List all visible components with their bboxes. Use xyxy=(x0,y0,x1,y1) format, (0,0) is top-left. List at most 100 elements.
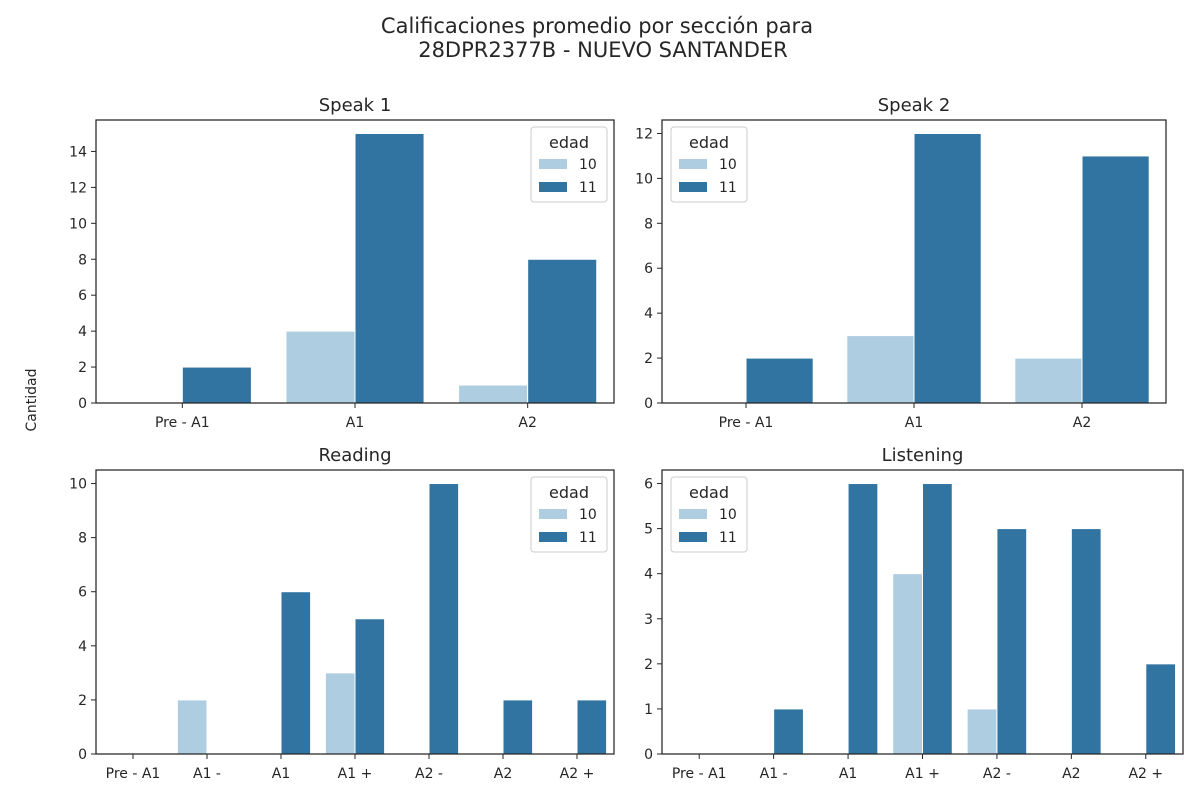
x-tick-label: A2 - xyxy=(415,766,443,782)
x-tick-label: Pre - A1 xyxy=(106,766,161,782)
legend-entry: 11 xyxy=(579,180,597,196)
y-tick-label: 2 xyxy=(644,351,653,367)
bar xyxy=(502,699,534,755)
legend-swatch xyxy=(539,532,567,542)
legend-swatch xyxy=(539,182,567,192)
y-tick-label: 2 xyxy=(78,693,87,709)
x-tick-label: A1 xyxy=(272,766,290,782)
y-tick-label: 8 xyxy=(78,252,87,268)
bar xyxy=(354,618,386,755)
legend-entry: 11 xyxy=(719,530,737,546)
y-tick-label: 0 xyxy=(78,396,87,412)
x-tick-label: Pre - A1 xyxy=(672,766,727,782)
y-tick-label: 3 xyxy=(644,612,653,628)
bar xyxy=(1014,357,1083,404)
y-tick-label: 4 xyxy=(644,306,653,322)
legend-title: edad xyxy=(689,133,729,152)
legend-swatch xyxy=(679,509,707,519)
bar xyxy=(1070,528,1102,755)
bar xyxy=(176,699,208,755)
x-tick-label: A2 + xyxy=(560,766,595,782)
legend-entry: 10 xyxy=(579,157,597,173)
y-tick-label: 6 xyxy=(78,585,87,601)
axes-frame xyxy=(661,119,1167,404)
y-tick-label: 0 xyxy=(644,396,653,412)
subplot-title: Speak 1 xyxy=(319,95,392,116)
figure-title-line1: Calificaciones promedio por sección para xyxy=(381,14,813,38)
y-tick-label: 2 xyxy=(78,360,87,376)
x-tick-label: A1 - xyxy=(193,766,221,782)
x-tick-label: A1 + xyxy=(338,766,373,782)
subplot-4: Listening 0 1 2 3 4 5 6 Pre - A1 A1 - A1 A1 + A2 - A2… xyxy=(644,445,1184,782)
bar xyxy=(428,483,460,755)
x-tick-label: A2 xyxy=(1062,766,1080,782)
bar xyxy=(847,483,879,755)
bar xyxy=(996,528,1028,755)
bar xyxy=(773,708,804,755)
y-tick-label: 8 xyxy=(644,216,653,232)
legend-entry: 11 xyxy=(719,180,737,196)
y-tick-label: 10 xyxy=(69,477,87,493)
y-tick-label: 6 xyxy=(78,288,87,304)
x-tick-label: A1 - xyxy=(760,766,788,782)
bar xyxy=(1081,155,1150,404)
legend: edad 10 11 xyxy=(670,476,748,553)
bar xyxy=(458,384,529,404)
legend: edad 10 11 xyxy=(530,126,608,203)
y-tick-label: 4 xyxy=(78,324,87,340)
y-tick-label: 0 xyxy=(644,747,653,763)
x-tick-label: Pre - A1 xyxy=(719,415,774,431)
y-tick-label: 4 xyxy=(644,567,653,583)
subplot-title: Listening xyxy=(882,445,964,466)
bar xyxy=(966,708,998,755)
x-tick-label: A1 + xyxy=(905,766,940,782)
y-tick-label: 2 xyxy=(644,657,653,673)
y-axis-label: Cantidad xyxy=(24,369,40,432)
x-tick-label: A2 - xyxy=(983,766,1011,782)
figure-title-line2: 28DPR2377B - NUEVO SANTANDER xyxy=(418,38,788,62)
legend-title: edad xyxy=(549,483,589,502)
legend-title: edad xyxy=(549,133,589,152)
y-tick-label: 1 xyxy=(644,702,653,718)
legend: edad 10 11 xyxy=(670,126,748,203)
bar xyxy=(280,591,312,755)
bar xyxy=(745,357,814,404)
x-tick-label: A1 xyxy=(839,766,857,782)
bar xyxy=(324,672,356,755)
x-tick-label: Pre - A1 xyxy=(155,415,210,431)
y-tick-label: 6 xyxy=(644,261,653,277)
y-tick-label: 6 xyxy=(644,477,653,493)
y-tick-label: 5 xyxy=(644,522,653,538)
legend-entry: 10 xyxy=(719,157,737,173)
subplot-2: Speak 2 0 2 4 6 8 10 12 Pre - A1 A1 A2 edad 10 11 xyxy=(635,95,1167,431)
legend-swatch xyxy=(679,159,707,169)
y-tick-label: 10 xyxy=(635,171,653,187)
x-tick-label: A2 xyxy=(518,415,536,431)
y-tick-label: 0 xyxy=(78,747,87,763)
axes-frame xyxy=(661,469,1184,755)
x-tick-label: A2 xyxy=(1073,415,1091,431)
y-tick-label: 10 xyxy=(69,216,87,232)
y-tick-label: 8 xyxy=(78,531,87,547)
bar xyxy=(846,335,915,404)
bar xyxy=(576,699,608,755)
y-tick-label: 12 xyxy=(635,126,653,142)
subplot-3: Reading 0 2 4 6 8 10 Pre - A1 A1 - A1 A1 + A2 - A2 A2… xyxy=(69,445,615,782)
legend-title: edad xyxy=(689,483,729,502)
bar xyxy=(1145,663,1177,755)
bar xyxy=(892,573,924,755)
bar xyxy=(181,366,252,404)
axes-frame xyxy=(95,119,615,404)
subplot-title: Reading xyxy=(318,445,391,466)
bar xyxy=(527,258,598,404)
y-tick-label: 4 xyxy=(78,639,87,655)
x-tick-label: A1 xyxy=(905,415,923,431)
x-tick-label: A1 xyxy=(346,415,364,431)
subplot-title: Speak 2 xyxy=(878,95,951,116)
legend-swatch xyxy=(679,532,707,542)
bar xyxy=(922,483,953,755)
legend-swatch xyxy=(539,159,567,169)
